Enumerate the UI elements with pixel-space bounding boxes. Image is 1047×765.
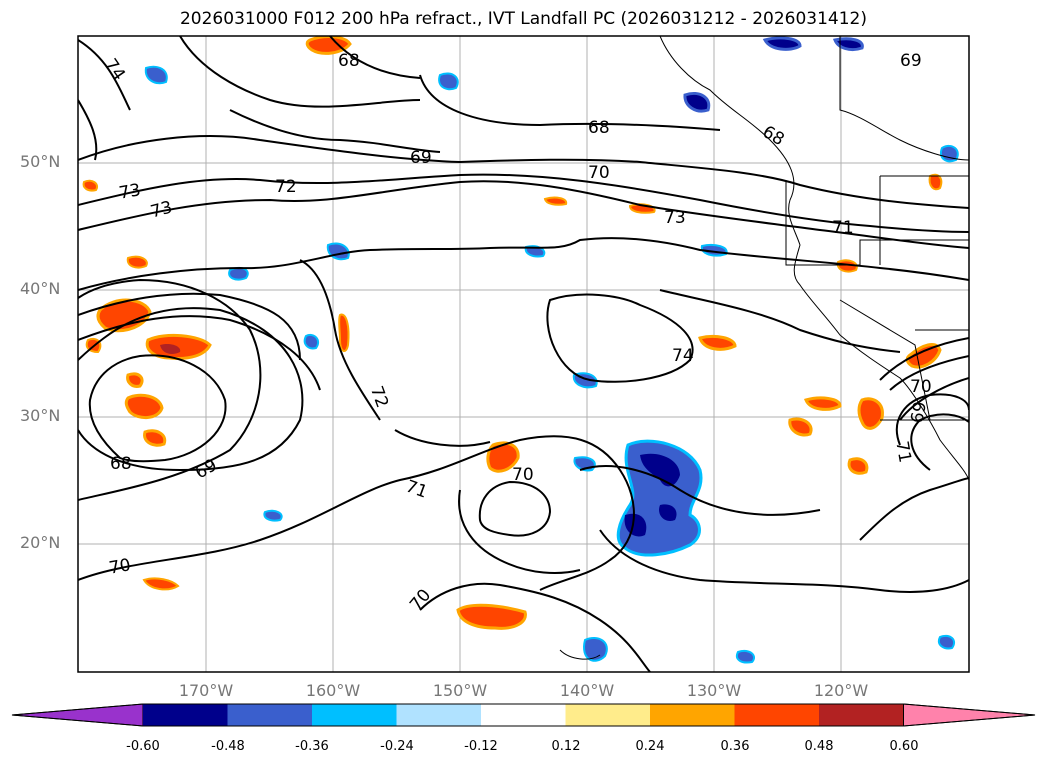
contour-label: 68 <box>110 454 132 474</box>
colorbar-extend-max <box>903 703 1036 727</box>
lon-label: 140°W <box>559 681 615 700</box>
lon-label: 170°W <box>178 681 234 700</box>
colorbar-tick-label: -0.12 <box>464 739 498 754</box>
contour-label: 73 <box>118 180 143 203</box>
contour-label: 70 <box>108 555 133 578</box>
colorbar-segment <box>819 704 904 726</box>
contour-label: 73 <box>664 208 686 228</box>
colorbar-extend-min <box>11 703 144 727</box>
positive-anomaly-fills <box>82 36 943 630</box>
refractivity-contours <box>78 36 969 672</box>
colorbar-tick-label: -0.48 <box>211 739 245 754</box>
map-frame <box>77 35 970 673</box>
contour-label: 69 <box>410 148 432 168</box>
contour-label: 70 <box>588 163 610 183</box>
contour-label: 69 <box>900 51 922 71</box>
colorbar-tick-label: -0.24 <box>380 739 414 754</box>
map-title: 2026031000 F012 200 hPa refract., IVT La… <box>179 9 867 29</box>
colorbar-segment <box>227 704 312 726</box>
lon-label: 130°W <box>686 681 742 700</box>
lat-label: 30°N <box>20 406 61 425</box>
contour-label: 68 <box>338 51 360 71</box>
colorbar-tick-label: 0.24 <box>635 739 665 754</box>
contour-label: 71 <box>832 218 854 238</box>
negative-anomaly-fills <box>144 36 959 664</box>
colorbar-segment <box>565 704 650 726</box>
contour-label: 74 <box>672 346 694 366</box>
colorbar-tick-label: 0.48 <box>804 739 834 754</box>
colorbar-segment <box>481 704 566 726</box>
contour-label: 72 <box>275 177 297 197</box>
contour-label: 69 <box>192 455 221 483</box>
contour-label: 71 <box>891 440 914 465</box>
contour-label: 69 <box>907 400 930 425</box>
contour-label: 70 <box>910 377 932 397</box>
contour-label: 68 <box>759 122 788 150</box>
colorbar-tick-label: -0.36 <box>295 739 329 754</box>
colorbar-segment <box>734 704 819 726</box>
gridlines <box>78 36 969 672</box>
lat-label: 40°N <box>20 279 61 298</box>
contour-label: 73 <box>148 197 174 222</box>
colorbar-outline <box>11 703 1036 727</box>
colorbar-tick-label: -0.60 <box>126 739 160 754</box>
contour-label: 68 <box>588 118 610 138</box>
colorbar-segment <box>396 704 481 726</box>
lat-label: 50°N <box>20 152 61 171</box>
contour-label: 70 <box>512 465 534 485</box>
colorbar-tick-label: 0.36 <box>720 739 750 754</box>
lon-label: 150°W <box>432 681 488 700</box>
lon-label: 120°W <box>813 681 869 700</box>
lat-label: 20°N <box>20 533 61 552</box>
contour-label: 72 <box>366 383 392 410</box>
colorbar-tick-label: 0.60 <box>889 739 919 754</box>
contour-label: 70 <box>406 585 435 614</box>
colorbar-segment <box>312 704 397 726</box>
lon-label: 160°W <box>305 681 361 700</box>
colorbar <box>11 703 1036 727</box>
contour-label: 74 <box>100 55 129 84</box>
colorbar-tick-label: 0.12 <box>551 739 581 754</box>
contour-label: 71 <box>403 476 430 502</box>
colorbar-segment <box>143 704 228 726</box>
colorbar-segment <box>650 704 735 726</box>
